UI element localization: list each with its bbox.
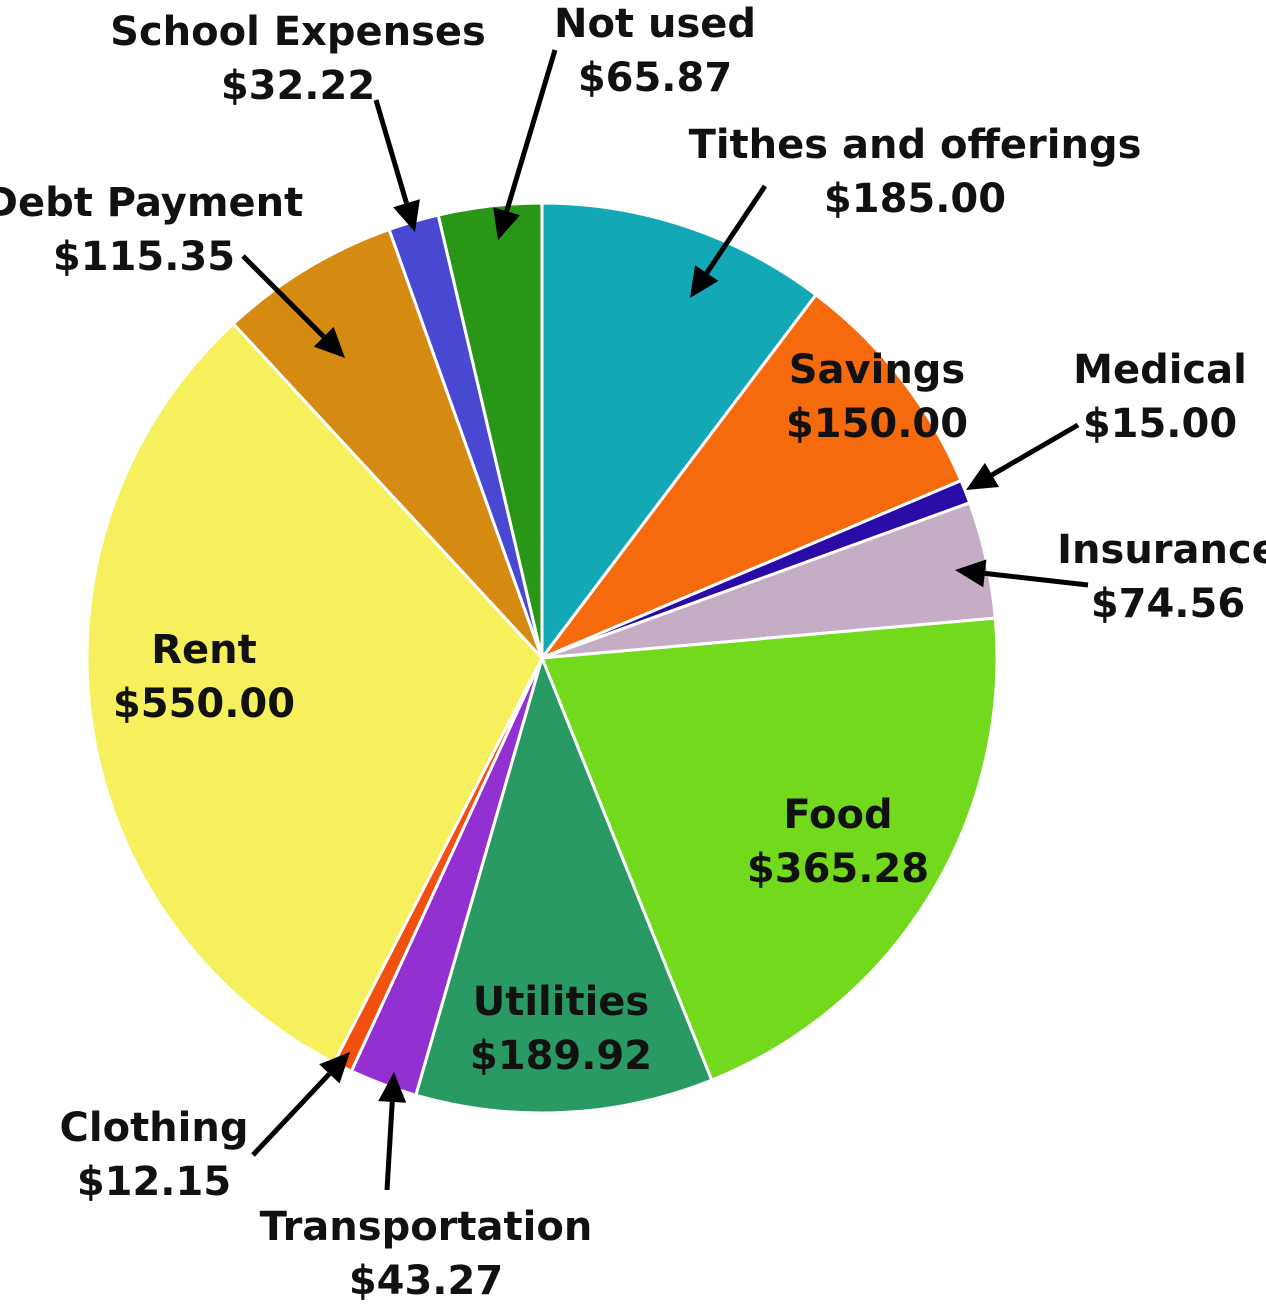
label-food: Food (783, 792, 892, 838)
arrow-line-insurance (984, 570, 1089, 588)
label-insurance: Insurance (1057, 527, 1266, 573)
value-label-medical: $15.00 (1083, 401, 1237, 447)
label-utilities: Utilities (473, 979, 650, 1025)
slice-utilities (413, 653, 714, 1115)
value-label-insurance: $74.56 (1091, 581, 1245, 627)
value-label-school-expenses: $32.22 (221, 63, 375, 109)
label-rent: Rent (151, 627, 257, 673)
value-label-not-used: $65.87 (578, 55, 732, 101)
arrow-line-clothing (251, 1072, 332, 1157)
value-label-utilities: $189.92 (470, 1033, 652, 1079)
arrowhead-insurance (955, 559, 987, 588)
slice-not-used (436, 201, 544, 659)
label-tithes-and-offerings: Tithes and offerings (689, 122, 1142, 168)
arrow-line-medical (990, 422, 1080, 478)
value-label-transportation: $43.27 (349, 1258, 503, 1304)
label-clothing: Clothing (60, 1105, 249, 1151)
arrowhead-school-expenses (393, 199, 420, 232)
callout-arrows (241, 49, 1089, 1191)
arrow-line-not-used (504, 49, 558, 212)
label-school-expenses: School Expenses (110, 9, 486, 55)
arrowhead-tithes-and-offerings (690, 265, 719, 298)
label-transportation: Transportation (260, 1204, 593, 1250)
value-label-food: $365.28 (747, 846, 929, 892)
slice-savings (537, 292, 963, 662)
arrowhead-transportation (378, 1072, 407, 1103)
value-label-clothing: $12.15 (77, 1159, 231, 1205)
arrowhead-debt-payment (313, 326, 345, 358)
pie-slices (85, 201, 999, 1115)
label-savings: Savings (789, 347, 966, 393)
arrow-line-school-expenses (373, 99, 409, 204)
slice-rent (85, 321, 544, 1065)
arrow-line-debt-payment (241, 254, 326, 339)
label-medical: Medical (1073, 347, 1247, 393)
arrowhead-medical (966, 462, 999, 490)
slice-tithes-and-offerings (540, 201, 819, 663)
label-debt-payment: Debt Payment (0, 180, 303, 226)
value-label-rent: $550.00 (113, 681, 295, 727)
label-not-used: Not used (554, 1, 756, 47)
slice-debt-payment (231, 227, 544, 660)
arrow-line-tithes-and-offerings (704, 184, 768, 275)
arrowhead-clothing (319, 1052, 350, 1084)
value-label-debt-payment: $115.35 (53, 234, 235, 280)
arrow-line-transportation (384, 1101, 395, 1191)
arrowhead-not-used (493, 207, 521, 240)
slice-food (539, 616, 999, 1083)
value-label-tithes-and-offerings: $185.00 (824, 176, 1006, 222)
value-label-savings: $150.00 (786, 401, 968, 447)
